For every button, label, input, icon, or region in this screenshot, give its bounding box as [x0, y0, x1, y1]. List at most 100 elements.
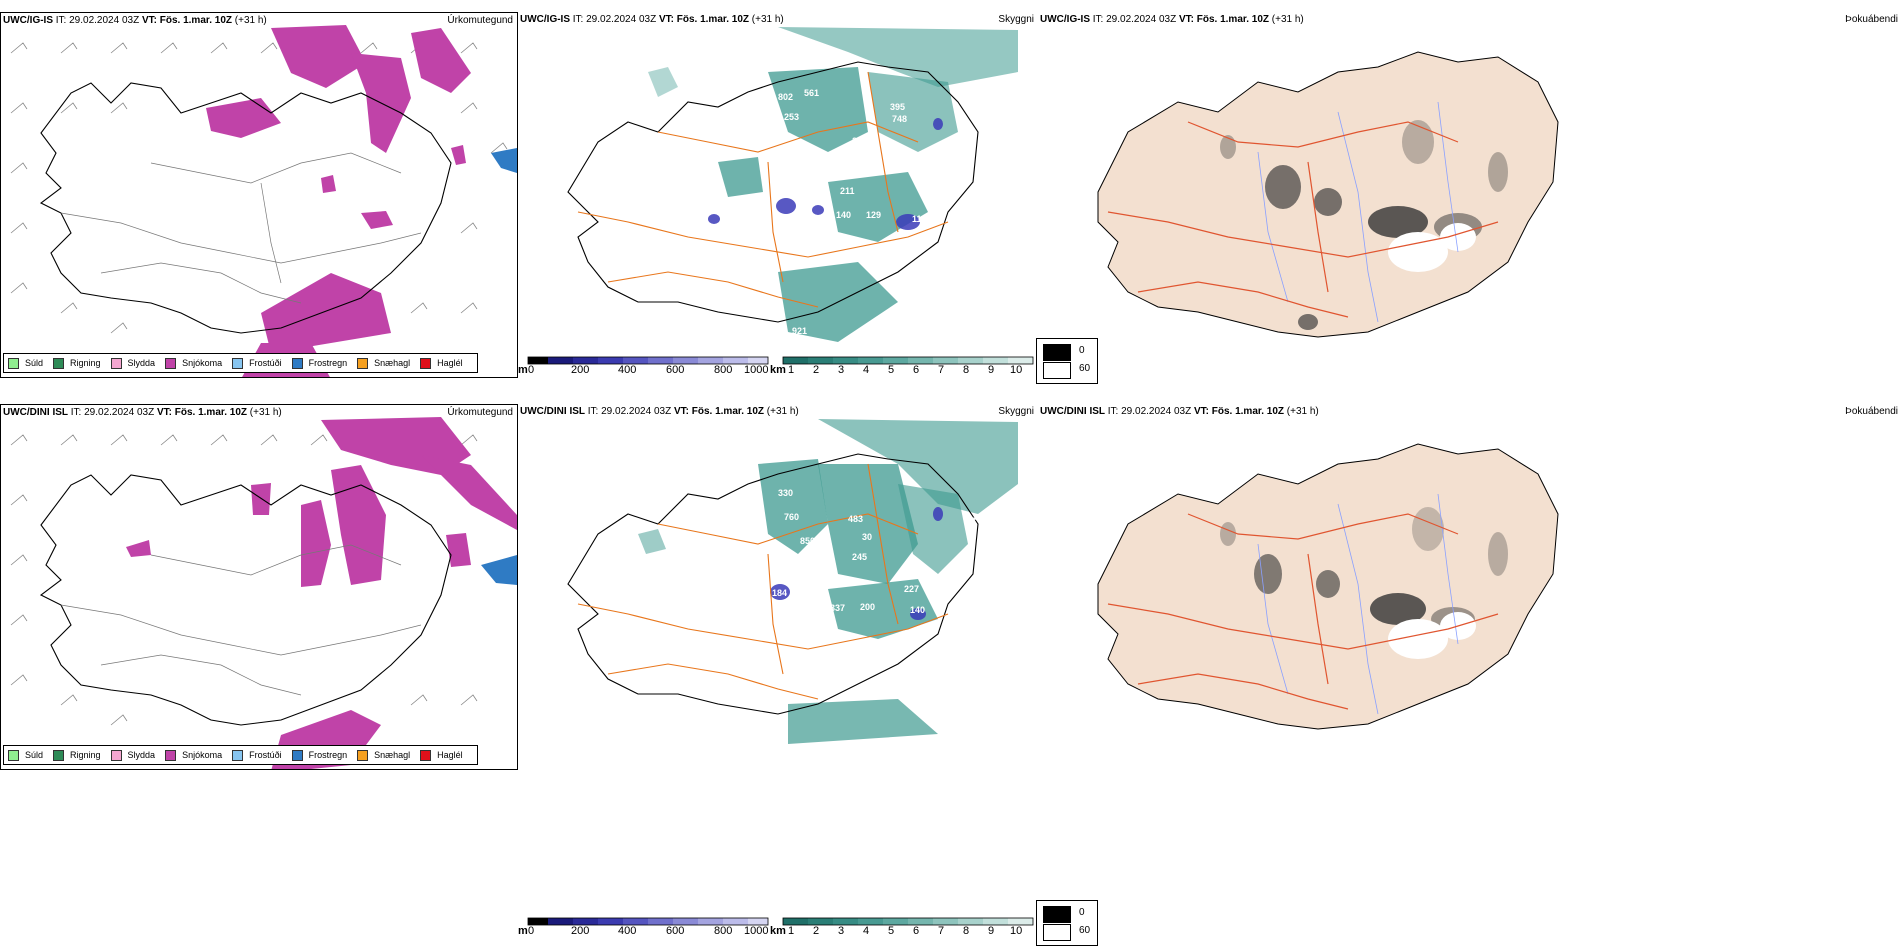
- it-value: 29.02.2024 03Z: [1106, 14, 1177, 25]
- vt-value: Fös. 1.mar. 10Z: [676, 14, 750, 25]
- km-tick: 8: [963, 925, 970, 937]
- it-value: 29.02.2024 03Z: [1121, 406, 1192, 417]
- legend-label: Súld: [25, 358, 44, 368]
- legend-swatch: [291, 749, 303, 761]
- m-tick: 400: [618, 364, 637, 376]
- wind-barbs: [10, 42, 508, 334]
- roads: [60, 152, 422, 304]
- legend-item-snjokoma: Snjókoma: [165, 749, 223, 761]
- km-tick: 9: [988, 925, 995, 937]
- panel-visibility-row1: 802 561 395 748 253 228 26 211 129 140 2…: [518, 12, 1038, 378]
- legend-item-haglel: Haglél: [420, 749, 463, 761]
- m-unit: m: [518, 364, 528, 376]
- fog-legend-swatch-min: [1043, 344, 1071, 361]
- km-tick: 7: [938, 364, 945, 376]
- fog-legend-swatch-max: [1043, 924, 1071, 941]
- legend-item-frostudi: Frostúði: [232, 357, 282, 369]
- precip-legend: Súld Rigning Slydda Snjókoma Frostúði Fr…: [3, 353, 478, 373]
- visibility-value: 200: [860, 602, 875, 612]
- it-value: 29.02.2024 03Z: [586, 14, 657, 25]
- legend-item-haglel: Haglél: [420, 357, 463, 369]
- legend-label: Snjókoma: [182, 750, 223, 760]
- visibility-value: 850: [800, 536, 815, 546]
- visibility-value: 29: [712, 195, 722, 205]
- fog-legend-max: 60: [1079, 925, 1091, 936]
- panel-fog-row1: UWC/IG-IS IT: 29.02.2024 03Z VT: Fös. 1.…: [1038, 12, 1900, 378]
- m-tick: 800: [714, 364, 733, 376]
- km-tick: 6: [913, 364, 920, 376]
- fog-legend: 0 60: [1036, 900, 1098, 946]
- km-tick: 3: [838, 925, 845, 937]
- lead-time: (+31 h): [751, 14, 784, 25]
- visibility-map: 330 760 483 850 30 245 184 337 200 227 1…: [567, 419, 1018, 744]
- panel-header: UWC/IG-IS IT: 29.02.2024 03Z VT: Fös. 1.…: [520, 14, 784, 25]
- legend-item-snjokoma: Snjókoma: [165, 357, 222, 369]
- visibility-value: 18: [766, 299, 776, 309]
- legend-swatch: [357, 357, 369, 369]
- km-tick: 5: [888, 925, 895, 937]
- m-tick: 0: [528, 364, 535, 376]
- model-name: UWC/IG-IS: [1040, 14, 1090, 25]
- fog-legend-min: 0: [1079, 345, 1085, 356]
- km-unit: km: [770, 925, 786, 937]
- m-tick: 800: [714, 925, 733, 937]
- visibility-value: 184: [772, 588, 787, 598]
- lead-time: (+31 h): [766, 406, 799, 417]
- precip-type-map: [10, 417, 517, 769]
- visibility-value: 760: [784, 512, 799, 522]
- roads: [1107, 513, 1499, 710]
- colorbar-graphic: [527, 917, 1034, 926]
- fog-map: [1097, 51, 1559, 338]
- km-tick: 4: [863, 925, 870, 937]
- m-tick: 0: [528, 925, 535, 937]
- visibility-value: 23: [966, 516, 976, 526]
- legend-swatch: [420, 357, 432, 369]
- colorbar-graphic: [527, 356, 1034, 365]
- iceland-coastline: [567, 453, 979, 715]
- visibility-value: 921: [792, 326, 807, 336]
- vt-label: VT:: [1178, 14, 1194, 25]
- visibility-value: 330: [778, 488, 793, 498]
- panel-fog-row2: UWC/DINI ISL IT: 29.02.2024 03Z VT: Fös.…: [1038, 404, 1900, 770]
- iceland-coastline: [567, 61, 979, 323]
- visibility-value: 337: [830, 603, 845, 613]
- legend-label: Rigning: [70, 358, 101, 368]
- visibility-shading: [638, 419, 1018, 744]
- fog-legend-swatch-min: [1043, 906, 1071, 923]
- km-tick: 2: [813, 364, 820, 376]
- visibility-value: 253: [784, 112, 799, 122]
- roads: [577, 71, 949, 308]
- vt-label: VT:: [141, 15, 157, 26]
- legend-swatch: [232, 749, 244, 761]
- vt-value: Fös. 1.mar. 10Z: [691, 406, 765, 417]
- it-value: 29.02.2024 03Z: [84, 407, 155, 418]
- visibility-value: 129: [866, 210, 881, 220]
- visibility-value: 227: [904, 584, 919, 594]
- low-visibility-cores: [708, 118, 943, 230]
- legend-item-sudl: Súld: [8, 357, 44, 369]
- fog-legend-max: 60: [1079, 363, 1091, 374]
- model-name: UWC/DINI ISL: [1040, 406, 1105, 417]
- legend-label: Frostregn: [308, 750, 348, 760]
- m-tick: 1000: [744, 364, 769, 376]
- legend-swatch: [291, 357, 303, 369]
- legend-label: Frostúði: [249, 750, 282, 760]
- visibility-shading: [648, 27, 1018, 342]
- km-tick: 3: [838, 364, 845, 376]
- it-value: 29.02.2024 03Z: [601, 406, 672, 417]
- m-unit: m: [518, 925, 528, 937]
- m-tick: 400: [618, 925, 637, 937]
- visibility-value: 483: [848, 514, 863, 524]
- lead-time: (+31 h): [234, 15, 267, 26]
- legend-label: Slydda: [127, 750, 156, 760]
- legend-label: Haglél: [437, 750, 463, 760]
- visibility-value: 802: [778, 92, 793, 102]
- panel-title: Skyggni: [998, 14, 1034, 25]
- visibility-value: 26: [856, 168, 866, 178]
- km-tick: 4: [863, 364, 870, 376]
- precip-type-map: [10, 25, 517, 377]
- visibility-value: 140: [836, 210, 851, 220]
- vt-label: VT:: [156, 407, 172, 418]
- m-tick: 600: [666, 364, 685, 376]
- panel-header: UWC/IG-IS IT: 29.02.2024 03Z VT: Fös. 1.…: [1040, 14, 1304, 25]
